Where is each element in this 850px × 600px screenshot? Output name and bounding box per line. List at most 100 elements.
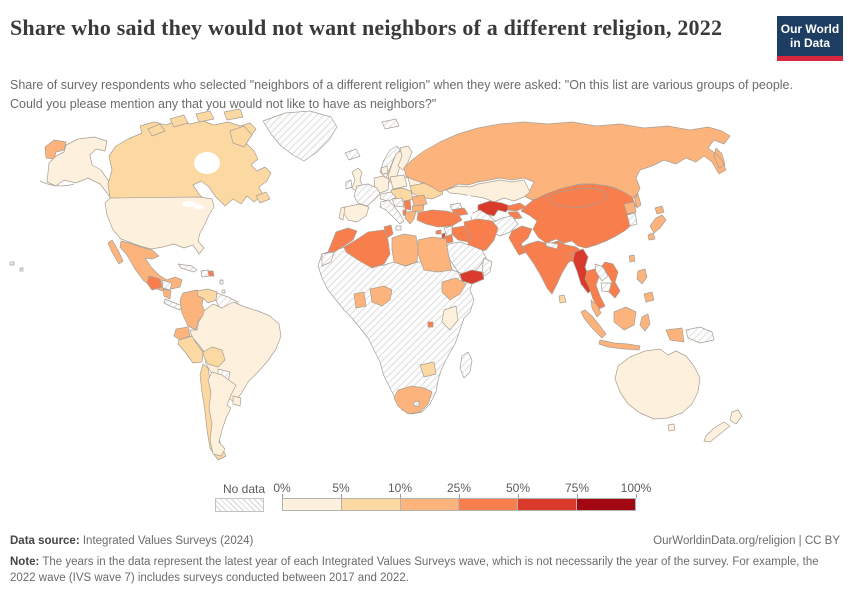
country-libya[interactable]: [391, 233, 419, 267]
country-uruguay[interactable]: [232, 395, 242, 407]
country-cuba[interactable]: [177, 263, 198, 273]
country-nigeria[interactable]: [369, 285, 393, 307]
country-honduras[interactable]: [161, 279, 173, 291]
country-iraq[interactable]: [451, 225, 471, 243]
country-japan-kyushu[interactable]: [647, 232, 656, 241]
country-mexico[interactable]: [119, 240, 183, 292]
country-iceland[interactable]: [344, 148, 361, 161]
country-philippines-mindanao[interactable]: [643, 291, 655, 303]
country-india[interactable]: [521, 240, 583, 295]
country-turkey[interactable]: [416, 209, 463, 228]
country-rwanda[interactable]: [427, 321, 434, 328]
country-ireland[interactable]: [345, 179, 353, 190]
country-japan-hokkaido[interactable]: [654, 205, 665, 215]
country-mongolia[interactable]: [545, 187, 609, 208]
country-egypt[interactable]: [417, 236, 453, 273]
country-greenland[interactable]: [262, 110, 338, 162]
country-ghana[interactable]: [353, 291, 367, 309]
country-bolivia[interactable]: [202, 346, 226, 368]
owid-logo[interactable]: Our World in Data: [777, 16, 843, 61]
country-vietnam[interactable]: [601, 261, 621, 299]
country-finland[interactable]: [397, 145, 413, 171]
country-nepal[interactable]: [545, 241, 559, 250]
country-lesser-antilles[interactable]: [219, 279, 226, 294]
country-arctic-island-3[interactable]: [195, 110, 215, 123]
country-dominican-republic[interactable]: [207, 270, 215, 277]
country-japan-honshu[interactable]: [649, 214, 667, 234]
country-alaska[interactable]: [46, 136, 117, 198]
country-south-africa[interactable]: [393, 385, 433, 415]
country-north-korea[interactable]: [623, 201, 637, 215]
country-france[interactable]: [353, 183, 381, 207]
legend-tick-label: 10%: [387, 481, 413, 495]
country-denmark[interactable]: [380, 165, 389, 175]
country-greece[interactable]: [404, 210, 417, 225]
country-kenya[interactable]: [441, 305, 459, 331]
country-costa-rica-panama[interactable]: [163, 298, 183, 311]
country-portugal[interactable]: [338, 206, 346, 221]
country-new-zealand-north[interactable]: [729, 409, 743, 425]
country-spain[interactable]: [342, 203, 370, 223]
country-indonesia-papua[interactable]: [665, 327, 685, 343]
legend-segment: [576, 498, 636, 511]
country-guatemala[interactable]: [146, 275, 163, 291]
country-arctic-island-2[interactable]: [169, 114, 189, 128]
country-newfoundland[interactable]: [255, 191, 271, 204]
country-malaysia[interactable]: [590, 299, 602, 318]
country-ethiopia[interactable]: [441, 277, 467, 301]
country-bosnia-croatia[interactable]: [391, 197, 405, 208]
country-south-korea[interactable]: [626, 212, 638, 227]
country-taiwan[interactable]: [628, 254, 636, 263]
country-australia[interactable]: [614, 348, 701, 420]
country-nicaragua[interactable]: [162, 288, 172, 300]
country-poland[interactable]: [389, 174, 408, 190]
country-indonesia-sulawesi[interactable]: [639, 313, 651, 332]
owid-link[interactable]: OurWorldinData.org/religion | CC BY: [653, 535, 840, 547]
country-africa-interior[interactable]: [317, 246, 475, 415]
legend-segment: [517, 498, 578, 511]
country-papua-new-guinea[interactable]: [685, 326, 715, 344]
country-western-sahara[interactable]: [321, 251, 335, 267]
country-baffin-island[interactable]: [229, 125, 253, 148]
country-arctic-island-1[interactable]: [147, 123, 166, 137]
country-oman[interactable]: [481, 257, 493, 277]
owid-logo-line1: Our World: [780, 22, 840, 36]
owid-logo-line2: in Data: [789, 36, 830, 51]
country-tunisia[interactable]: [383, 224, 394, 239]
country-madagascar[interactable]: [459, 351, 473, 379]
country-tasmania[interactable]: [667, 423, 676, 432]
country-morocco[interactable]: [327, 227, 358, 253]
country-new-zealand-south[interactable]: [703, 421, 731, 443]
country-argentina[interactable]: [207, 371, 237, 457]
country-svalbard[interactable]: [381, 118, 400, 130]
country-russia[interactable]: [403, 121, 731, 209]
country-sri-lanka[interactable]: [558, 294, 567, 304]
country-italy[interactable]: [379, 199, 405, 225]
country-iran[interactable]: [463, 218, 499, 253]
country-serbia[interactable]: [403, 199, 412, 211]
country-philippines-luzon[interactable]: [636, 268, 648, 285]
country-indonesia-borneo[interactable]: [613, 306, 637, 331]
country-indonesia-java[interactable]: [598, 339, 641, 351]
legend-segment: [282, 498, 342, 511]
country-united-states[interactable]: [104, 196, 215, 255]
country-algeria[interactable]: [343, 229, 391, 269]
country-lesotho[interactable]: [413, 400, 420, 407]
country-cyprus[interactable]: [435, 229, 442, 235]
page-title: Share who said they would not want neigh…: [10, 15, 723, 40]
note-value: The years in the data represent the late…: [10, 555, 819, 585]
country-hawaii-2[interactable]: [19, 267, 24, 272]
country-baja-california[interactable]: [107, 239, 124, 265]
legend-tick-label: 50%: [505, 481, 531, 495]
country-laos[interactable]: [594, 263, 609, 282]
country-indonesia-sumatra[interactable]: [580, 309, 607, 339]
country-peru[interactable]: [177, 335, 204, 364]
country-sicily[interactable]: [395, 225, 402, 231]
country-arctic-island-4[interactable]: [223, 108, 244, 121]
country-kyrgyzstan[interactable]: [507, 202, 527, 212]
country-venezuela[interactable]: [196, 288, 218, 304]
country-romania[interactable]: [411, 194, 428, 207]
country-zimbabwe[interactable]: [419, 361, 437, 378]
country-hawaii-1[interactable]: [9, 261, 15, 266]
